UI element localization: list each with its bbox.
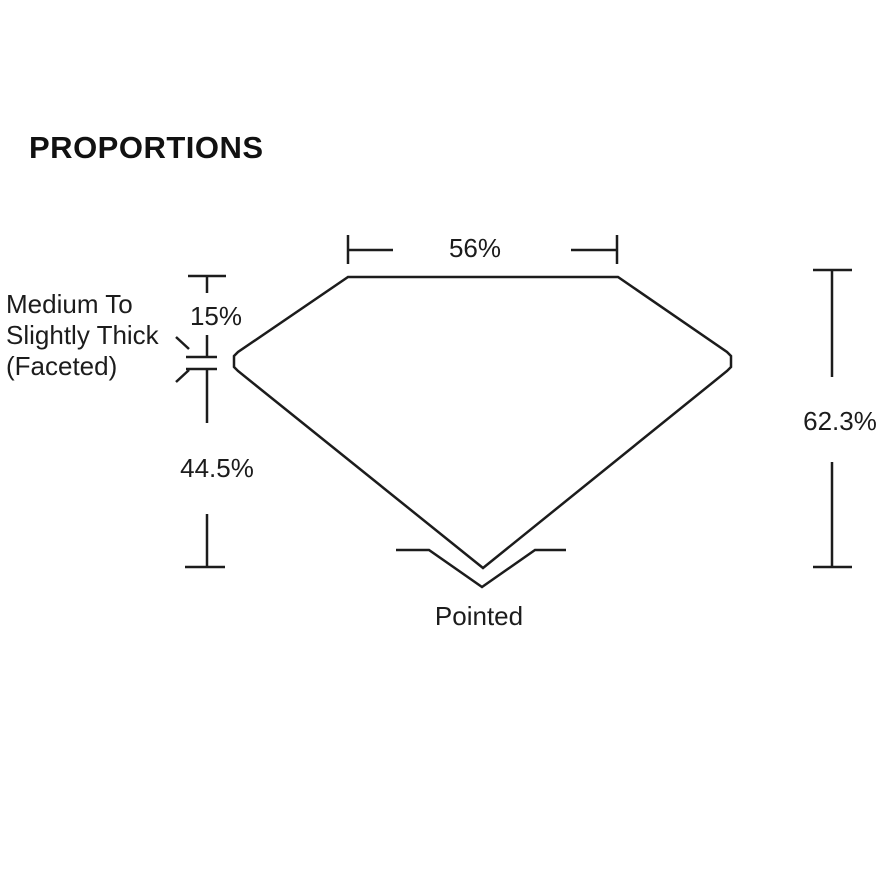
table-width-label: 56%	[448, 233, 502, 263]
diamond-outline	[232, 275, 733, 570]
girdle-thickness-label-line2: Slightly Thick	[6, 320, 159, 350]
girdle-thickness-label: Medium To Slightly Thick (Faceted)	[6, 289, 159, 382]
pavilion-depth-label: 44.5%	[180, 453, 254, 483]
girdle-bracket	[175, 336, 217, 383]
girdle-thickness-label-line1: Medium To	[6, 289, 133, 319]
girdle-thickness-label-line3: (Faceted)	[6, 351, 118, 381]
total-depth-measure	[813, 268, 852, 569]
total-depth-label: 62.3%	[803, 406, 877, 436]
page-title: PROPORTIONS	[29, 130, 264, 165]
pavilion-depth-measure	[185, 369, 225, 569]
culet-label: Pointed	[434, 601, 524, 631]
crown-height-measure	[188, 274, 226, 357]
culet-annotation	[396, 548, 566, 589]
crown-height-label: 15%	[189, 301, 243, 331]
table-width-measure	[346, 235, 619, 264]
